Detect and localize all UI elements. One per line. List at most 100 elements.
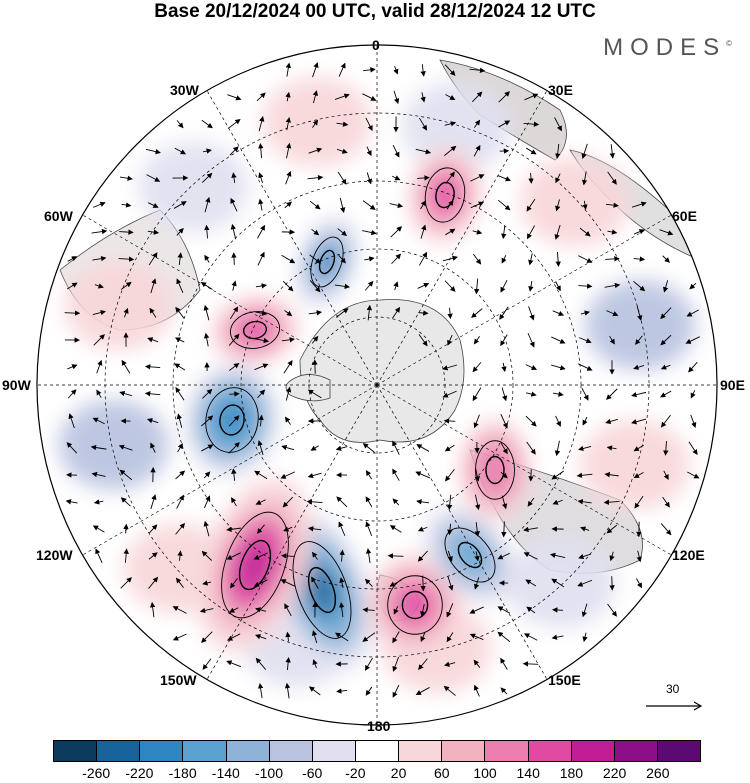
wind-arrow xyxy=(607,171,617,185)
wind-arrow xyxy=(551,364,566,371)
wind-arrow xyxy=(500,657,508,670)
wind-arrow xyxy=(204,254,210,263)
wind-arrow xyxy=(364,256,375,262)
wind-arrow xyxy=(528,172,534,184)
wind-arrow xyxy=(200,281,213,290)
wind-arrow xyxy=(203,304,210,321)
longitude-label-90w: 90W xyxy=(2,377,31,393)
wind-arrow xyxy=(660,414,671,428)
wind-arrow xyxy=(307,526,322,532)
wind-arrow xyxy=(443,685,456,696)
wind-arrow xyxy=(578,445,592,452)
wind-arrow xyxy=(393,281,399,291)
wind-arrow xyxy=(67,256,78,262)
wind-arrow xyxy=(498,120,511,128)
latitude-circle xyxy=(240,248,514,522)
wind-arrow xyxy=(255,283,267,289)
wind-arrow xyxy=(609,335,615,345)
wind-arrow xyxy=(284,309,293,317)
wind-arrow xyxy=(685,336,700,344)
wind-arrow xyxy=(417,550,428,562)
wind-arrow xyxy=(551,634,564,640)
wind-arrow xyxy=(202,658,212,670)
brand-copyright: © xyxy=(726,39,732,48)
wind-arrow xyxy=(307,175,324,181)
longitude-label-150e: 150E xyxy=(548,672,581,688)
brand-logo: MODES© xyxy=(603,34,732,62)
wind-arrow xyxy=(201,415,214,427)
wind-arrow xyxy=(447,575,454,591)
wind-arrow xyxy=(631,418,647,425)
wind-arrow xyxy=(201,444,214,452)
wind-arrow xyxy=(501,225,507,240)
wind-arrow xyxy=(285,170,292,185)
wind-arrow xyxy=(605,202,619,208)
longitude-label-0: 0 xyxy=(372,37,380,53)
wind-arrow xyxy=(366,304,373,321)
wind-arrow xyxy=(609,551,615,562)
wind-arrow xyxy=(258,198,264,211)
weak-anomaly-blob xyxy=(58,399,169,490)
wind-arrow xyxy=(258,116,265,132)
wind-arrow xyxy=(473,336,480,345)
wind-arrow xyxy=(175,470,186,480)
wind-arrow xyxy=(578,255,593,263)
wind-arrow xyxy=(474,551,480,562)
wind-arrow xyxy=(121,359,131,374)
anomaly-contour xyxy=(435,181,455,209)
wind-arrow xyxy=(203,520,210,537)
wind-arrow xyxy=(581,171,588,186)
colorbar-tick-label: 20 xyxy=(390,765,407,781)
wind-arrow xyxy=(204,224,210,239)
anomaly-contour xyxy=(219,404,245,436)
wind-arrow xyxy=(501,362,507,373)
wind-arrow xyxy=(442,364,458,371)
wind-arrow xyxy=(120,577,132,589)
wind-arrow xyxy=(253,337,270,344)
wind-arrow xyxy=(362,200,376,210)
wind-arrow xyxy=(555,415,561,427)
wind-arrow xyxy=(689,282,697,290)
wind-arrow xyxy=(174,147,187,155)
wind-arrow xyxy=(364,578,373,587)
wind-arrow xyxy=(392,631,400,644)
meridian-line xyxy=(206,90,378,386)
anomaly-contour xyxy=(457,541,483,569)
wind-arrow xyxy=(144,364,161,370)
anomaly-blob xyxy=(215,401,249,439)
wind-arrow xyxy=(307,389,322,399)
wind-arrow xyxy=(338,602,345,618)
meridian-line xyxy=(82,384,378,556)
wind-arrow xyxy=(226,526,241,532)
wind-arrow xyxy=(255,657,267,670)
wind-arrow xyxy=(523,526,539,533)
wind-arrow xyxy=(64,310,81,316)
wind-arrow xyxy=(418,658,428,670)
wind-arrow xyxy=(580,526,590,532)
wind-arrow xyxy=(582,200,588,211)
wind-arrow xyxy=(420,632,426,643)
wind-arrow xyxy=(581,387,589,401)
wind-arrow xyxy=(417,526,428,532)
wind-arrow xyxy=(497,199,511,211)
wind-arrow xyxy=(148,576,159,589)
wind-arrow xyxy=(283,359,293,374)
wind-arrow xyxy=(444,661,456,667)
wind-arrow xyxy=(497,175,512,182)
wind-arrow xyxy=(605,418,618,425)
wind-arrow xyxy=(282,280,294,292)
wind-arrow xyxy=(147,229,160,235)
wind-arrow xyxy=(311,335,319,344)
wind-arrow xyxy=(231,280,237,291)
wind-arrow xyxy=(335,445,348,451)
anomaly-contour xyxy=(205,387,259,453)
wind-arrow xyxy=(91,228,108,235)
longitude-label-150w: 150W xyxy=(160,672,197,688)
wind-arrow xyxy=(123,307,129,318)
wind-arrow xyxy=(123,548,129,563)
wind-arrow xyxy=(474,469,480,482)
wind-arrow xyxy=(687,471,700,479)
anomaly-blob xyxy=(398,587,432,623)
wind-arrow xyxy=(231,497,237,507)
wind-arrow xyxy=(555,143,561,159)
